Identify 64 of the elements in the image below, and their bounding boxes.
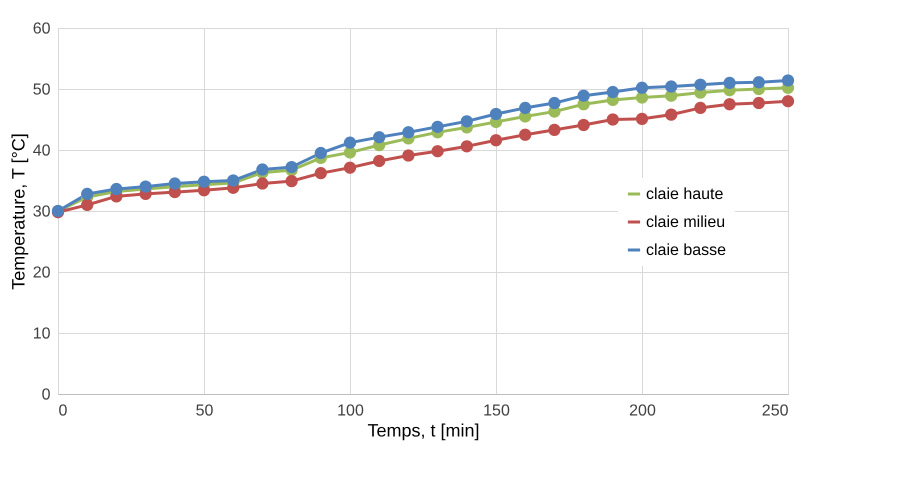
y-tick-label: 30 [32, 204, 51, 220]
point [314, 146, 327, 160]
point [314, 167, 327, 180]
point [665, 80, 678, 93]
x-tick-label: 0 [58, 402, 68, 420]
point [752, 76, 765, 88]
point [665, 108, 678, 121]
point [460, 140, 473, 152]
point [139, 180, 152, 193]
y-tick-label: 60 [32, 20, 51, 38]
x-tick-label: 100 [337, 402, 364, 420]
point [285, 160, 298, 174]
y-tick-label: 0 [42, 386, 51, 404]
point [431, 145, 444, 158]
point [606, 86, 619, 98]
point [519, 128, 532, 141]
point [752, 96, 765, 110]
point [782, 74, 794, 87]
point [636, 82, 648, 94]
legend-label: claie haute [646, 186, 724, 203]
point [402, 149, 415, 162]
point [723, 76, 736, 90]
point [256, 177, 269, 190]
point [81, 188, 94, 200]
point [344, 146, 356, 159]
point [402, 126, 415, 138]
point [198, 176, 210, 188]
point [373, 154, 386, 168]
point [577, 118, 590, 132]
point [694, 102, 707, 114]
point [110, 182, 123, 196]
legend-label: claie milieu [646, 214, 726, 231]
legend-label: claie basse [646, 242, 726, 259]
x-tick-label: 150 [483, 402, 510, 420]
point [373, 131, 386, 144]
point [344, 162, 356, 174]
point [577, 90, 590, 102]
point [168, 177, 181, 190]
y-tick-label: 20 [32, 264, 51, 282]
point [519, 102, 532, 114]
point [490, 108, 502, 120]
point [227, 174, 240, 187]
y-tick-label: 10 [32, 326, 51, 342]
point [81, 198, 94, 212]
point [723, 98, 736, 110]
point [490, 134, 502, 146]
x-axis-title: Temps, t [min] [367, 420, 480, 440]
point [782, 95, 794, 108]
x-tick-label: 250 [762, 402, 789, 420]
point [431, 120, 444, 133]
x-tick-label: 200 [629, 402, 656, 420]
point [548, 124, 561, 136]
y-axis-title: Temperature, T [°C] [8, 133, 29, 290]
point [694, 78, 707, 91]
point [285, 175, 298, 188]
point [636, 112, 648, 125]
y-tick-label: 40 [32, 142, 51, 160]
x-tick-label: 50 [196, 402, 214, 420]
point [548, 96, 561, 110]
point [256, 163, 269, 176]
point [606, 113, 619, 126]
point [344, 136, 356, 149]
y-tick-label: 50 [32, 82, 51, 98]
point [460, 115, 473, 128]
